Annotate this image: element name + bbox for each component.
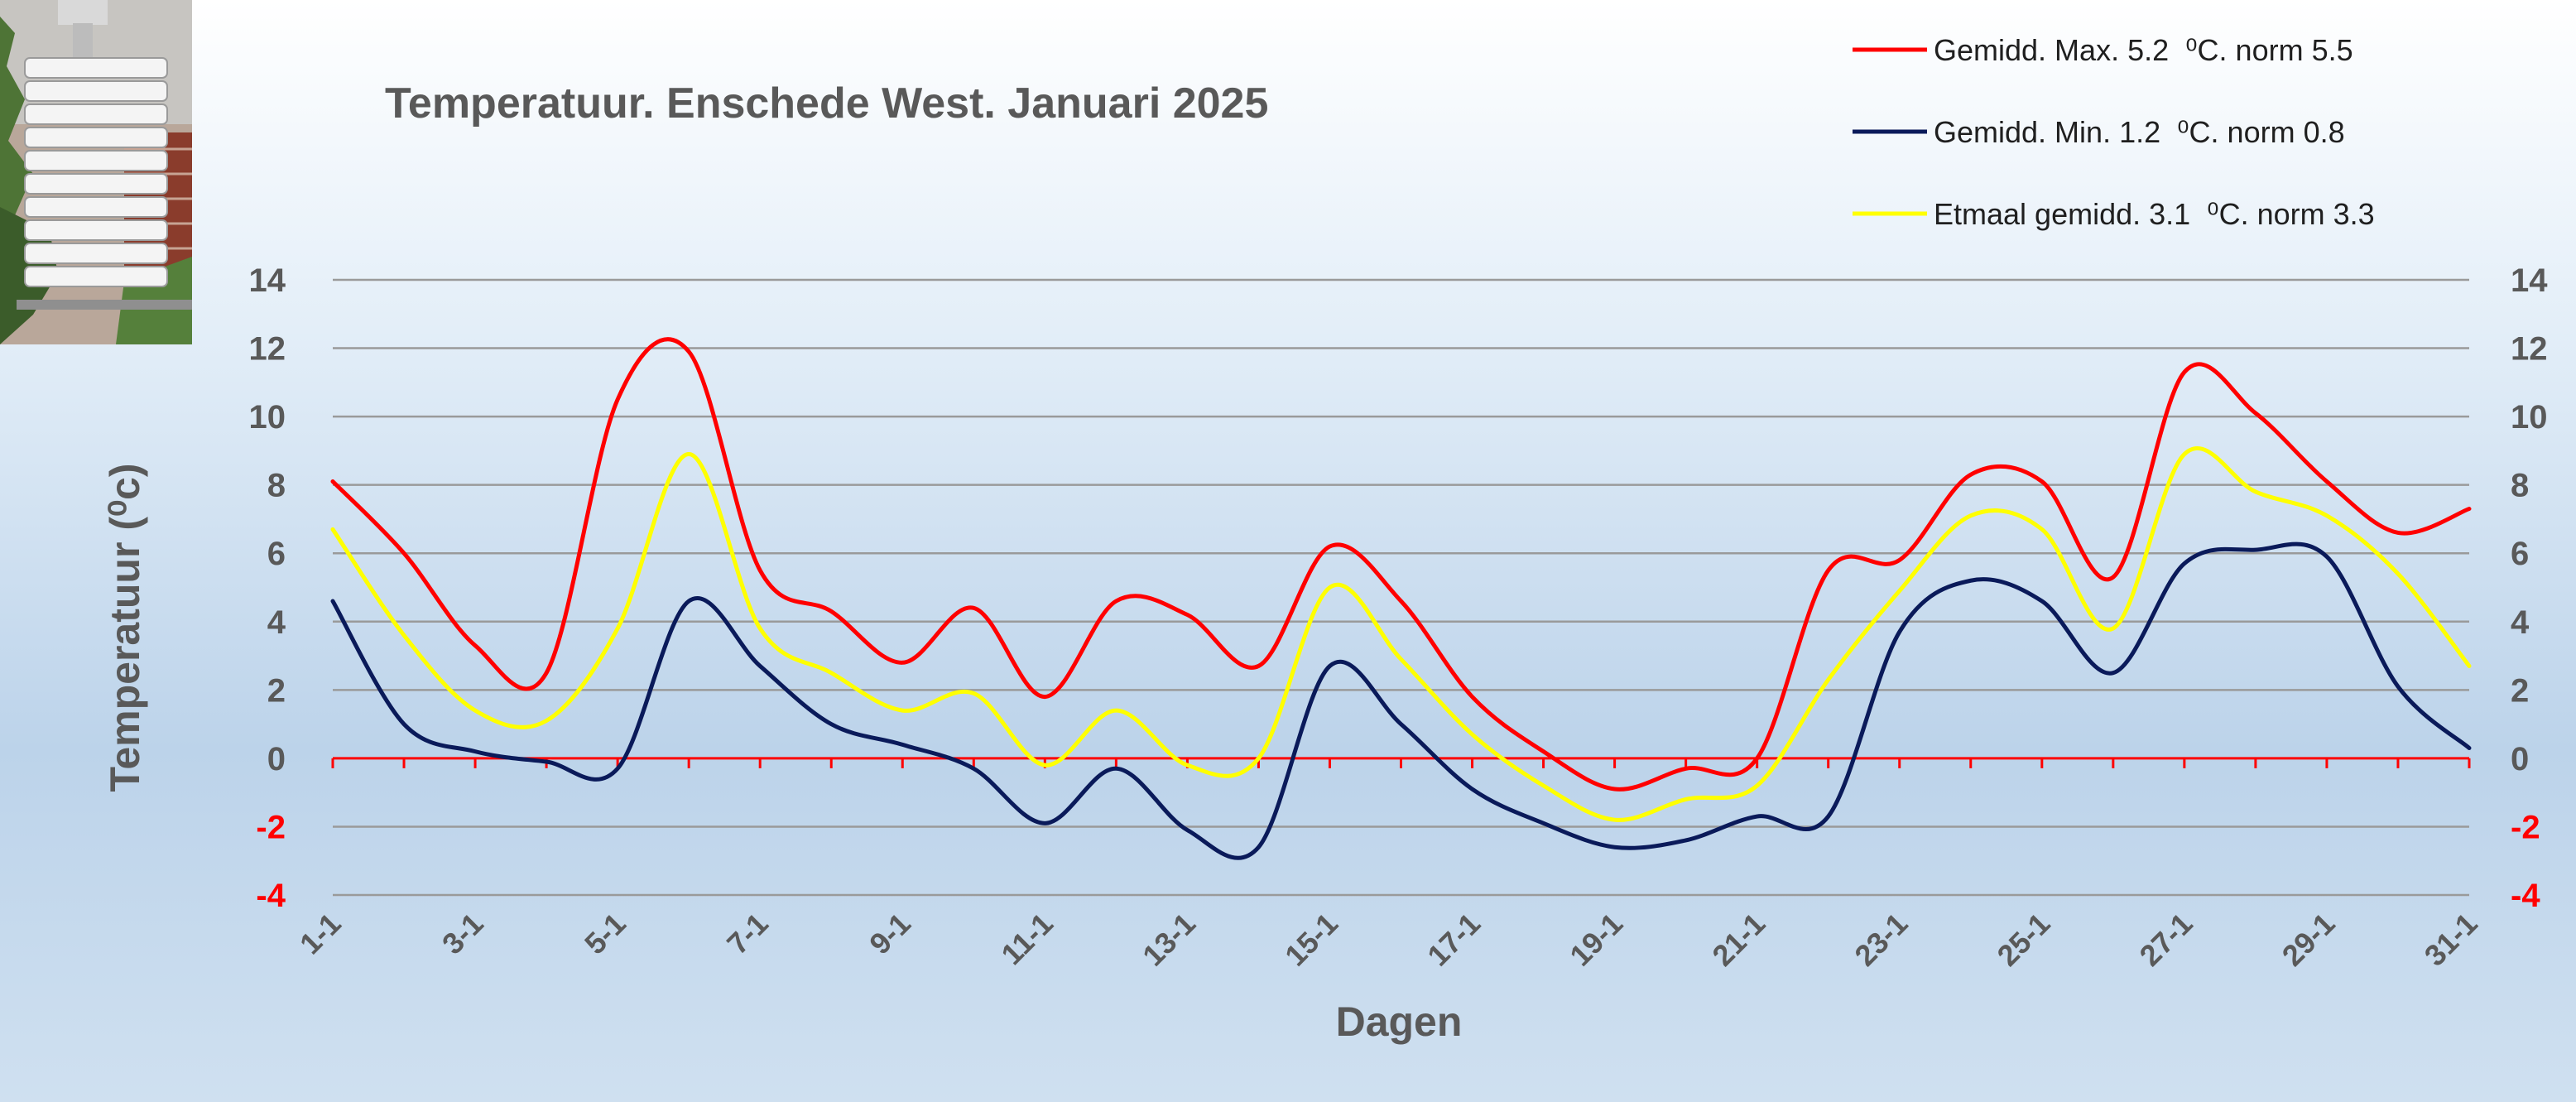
x-tick-label: 17-1 (1420, 907, 1487, 973)
x-tick-label: 19-1 (1563, 907, 1629, 973)
y-tick-label-right: 10 (2511, 399, 2548, 436)
chart-title: Temperatuur. Enschede West. Januari 2025 (385, 79, 1268, 128)
x-tick-label: 21-1 (1705, 907, 1771, 973)
x-tick-label: 1-1 (293, 907, 348, 961)
x-tick-label: 3-1 (435, 907, 490, 961)
legend-label: Gemidd. Max. 5.2 ⁰C. norm 5.5 (1934, 33, 2353, 67)
y-tick-label-left: 14 (249, 262, 286, 299)
series-lines (330, 337, 2472, 860)
y-tick-label-right: 6 (2511, 536, 2529, 572)
y-tick-label-left: 10 (249, 399, 286, 436)
weather-station-photo (0, 0, 192, 344)
x-tick-label: 11-1 (994, 907, 1060, 972)
legend-label: Gemidd. Min. 1.2 ⁰C. norm 0.8 (1934, 115, 2345, 149)
x-tick-label: 25-1 (1991, 907, 2057, 973)
y-tick-label-left: 2 (267, 672, 286, 709)
y-tick-label-left: 8 (267, 468, 286, 504)
series-max-line (330, 337, 2472, 792)
y-tick-label-left: -2 (256, 809, 286, 845)
axes (331, 757, 2471, 768)
x-tick-label: 15-1 (1278, 907, 1344, 973)
x-tick-label: 27-1 (2133, 907, 2199, 973)
legend: Gemidd. Max. 5.2 ⁰C. norm 5.5 Gemidd. Min… (1853, 33, 2375, 231)
legend-label: Etmaal gemidd. 3.1 ⁰C. norm 3.3 (1934, 197, 2375, 231)
y-tick-label-right: 2 (2511, 672, 2529, 709)
y-tick-label-left: 4 (267, 604, 286, 641)
gridlines (333, 278, 2469, 897)
x-tick-label: 5-1 (578, 907, 632, 961)
x-tick-label: 7-1 (720, 907, 775, 961)
series-mean-line (330, 445, 2472, 822)
series-min-line (330, 541, 2472, 860)
y-tick-label-right: -4 (2511, 878, 2540, 914)
y-tick-label-right: 12 (2511, 331, 2548, 368)
y-tick-label-left: -4 (256, 878, 286, 914)
y-axis-title: Temperatuur (⁰c) (102, 464, 148, 792)
y-tick-label-right: -2 (2511, 809, 2540, 845)
x-tick-label: 9-1 (863, 907, 917, 961)
y-tick-label-left: 12 (249, 331, 286, 368)
radiation-shield-icon (0, 0, 192, 344)
x-tick-label: 29-1 (2276, 907, 2342, 973)
y-tick-label-right: 14 (2511, 262, 2548, 299)
y-tick-label-right: 8 (2511, 468, 2529, 504)
y-tick-label-left: 0 (267, 741, 286, 777)
x-tick-label: 31-1 (2418, 907, 2484, 973)
x-tick-label: 23-1 (1848, 907, 1914, 973)
x-axis-title: Dagen (1336, 999, 1463, 1045)
y-tick-label-right: 0 (2511, 741, 2529, 777)
y-tick-label-left: 6 (267, 536, 286, 572)
y-tick-label-right: 4 (2511, 604, 2530, 641)
x-tick-label: 13-1 (1136, 907, 1202, 973)
